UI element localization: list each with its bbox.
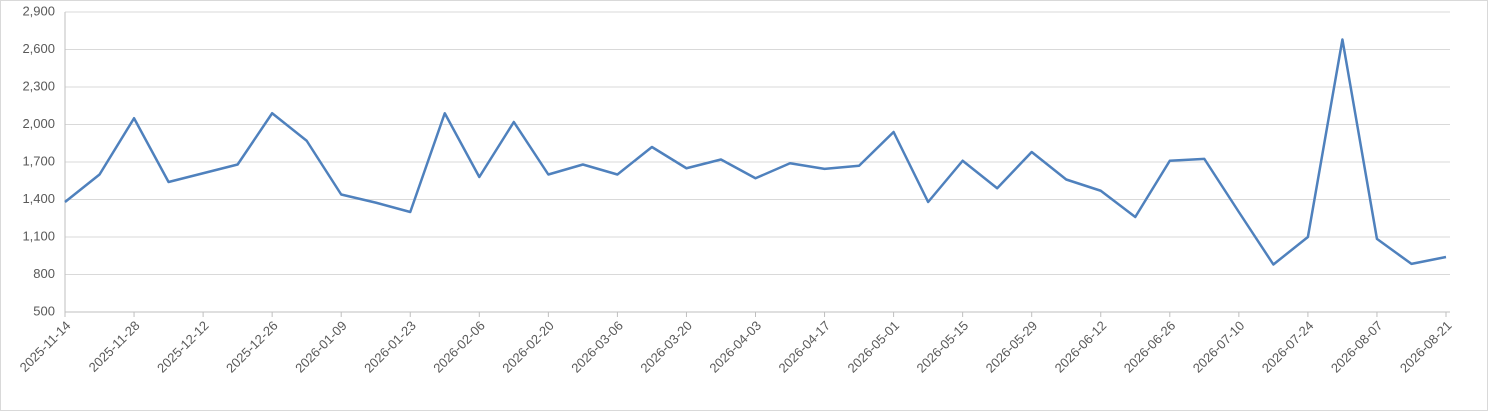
y-tick-label: 500: [33, 303, 55, 318]
y-tick-label: 2,000: [22, 116, 55, 131]
y-tick-label: 2,600: [22, 41, 55, 56]
line-series: [64, 38, 1447, 266]
y-tick-label: 800: [33, 266, 55, 281]
y-tick-label: 2,900: [22, 3, 55, 18]
y-tick-label: 2,300: [22, 78, 55, 93]
y-tick-label: 1,700: [22, 153, 55, 168]
y-tick-label: 1,400: [22, 191, 55, 206]
y-tick-label: 1,100: [22, 228, 55, 243]
